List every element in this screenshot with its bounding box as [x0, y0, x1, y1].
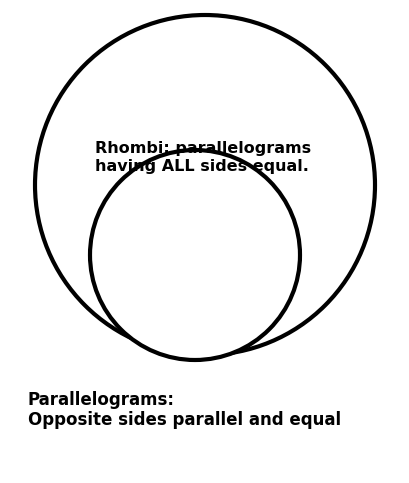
Text: having ALL sides equal.: having ALL sides equal. — [95, 158, 308, 173]
Circle shape — [90, 150, 299, 360]
Circle shape — [35, 15, 374, 355]
Text: Opposite sides parallel and equal: Opposite sides parallel and equal — [28, 411, 340, 429]
Text: Rhombi: parallelograms: Rhombi: parallelograms — [95, 141, 310, 156]
Text: Parallelograms:: Parallelograms: — [28, 391, 175, 409]
